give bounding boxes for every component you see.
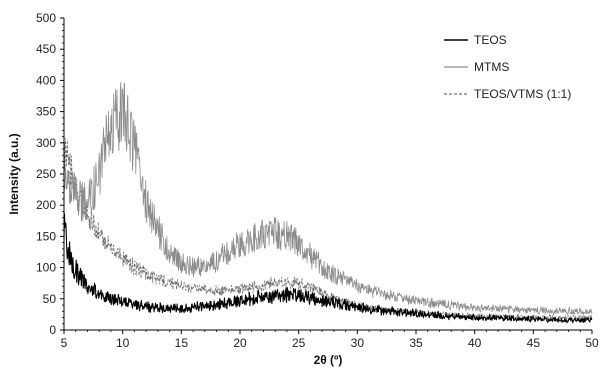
series-line-teos-vtms-1-1 — [63, 137, 593, 321]
y-tick-label: 400 — [36, 73, 56, 87]
series-line-mtms — [63, 82, 593, 316]
x-tick-label: 15 — [175, 336, 189, 350]
ticks-layer: 5 10 15 20 25 30 35 40 45 50050100150200250300350… — [36, 11, 599, 350]
y-tick-label: 500 — [36, 11, 56, 25]
x-tick-label: 10 — [116, 336, 130, 350]
x-tick-label: 45 — [527, 336, 541, 350]
legend-label-teos: TEOS — [474, 33, 507, 47]
y-axis-title: Intensity (a.u.) — [7, 133, 21, 214]
x-tick-label: 20 — [233, 336, 247, 350]
x-axis-title: 2θ (º) — [314, 353, 343, 367]
x-tick-label: 25 — [292, 336, 306, 350]
y-tick-label: 250 — [36, 167, 56, 181]
x-tick-label: 50 — [585, 336, 599, 350]
y-tick-label: 200 — [36, 198, 56, 212]
x-tick-label: 30 — [351, 336, 365, 350]
y-tick-label: 300 — [36, 136, 56, 150]
x-tick-label: 5 — [61, 336, 68, 350]
y-tick-label: 450 — [36, 42, 56, 56]
y-tick-label: 50 — [43, 292, 57, 306]
legend-label-teos-vtms-1-1: TEOS/VTMS (1:1) — [474, 87, 571, 101]
y-tick-label: 100 — [36, 261, 56, 275]
y-tick-label: 0 — [49, 323, 56, 337]
y-tick-label: 150 — [36, 229, 56, 243]
legend: TEOS MTMS TEOS/VTMS (1:1) — [444, 33, 571, 101]
y-tick-label: 350 — [36, 105, 56, 119]
legend-label-mtms: MTMS — [474, 60, 509, 74]
series-layer — [63, 82, 593, 324]
x-tick-label: 40 — [468, 336, 482, 350]
x-tick-label: 35 — [409, 336, 423, 350]
series-line-teos — [63, 213, 593, 324]
